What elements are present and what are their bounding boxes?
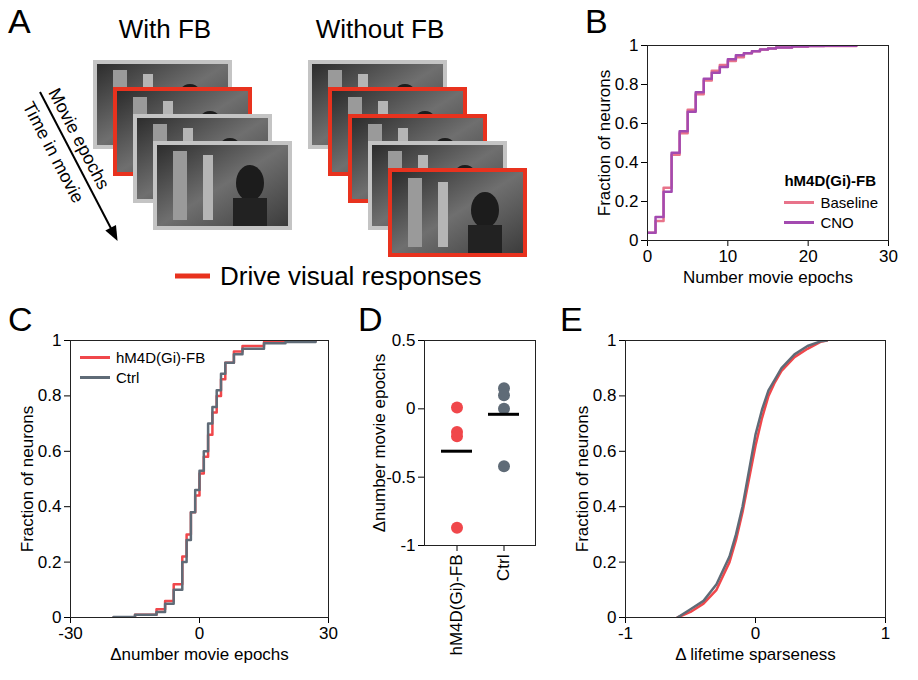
html-text:hM4D(Gi)-FB: hM4D(Gi)-FB xyxy=(784,172,877,189)
svg-text:30: 30 xyxy=(879,247,898,266)
svg-text:1: 1 xyxy=(881,624,890,643)
svg-text:0.8: 0.8 xyxy=(593,386,617,405)
svg-text:0.6: 0.6 xyxy=(593,442,617,461)
svg-text:0.2: 0.2 xyxy=(38,553,62,572)
svg-text:-0.5: -0.5 xyxy=(386,468,415,487)
svg-text:0.4: 0.4 xyxy=(38,497,62,516)
html-text:CNO: CNO xyxy=(820,213,854,231)
svg-text:Number movie epochs: Number movie epochs xyxy=(683,268,853,287)
svg-text:Δnumber movie epochs: Δnumber movie epochs xyxy=(370,354,389,533)
html-text:A: A xyxy=(8,2,31,40)
html-text:B: B xyxy=(585,2,608,40)
svg-text:0: 0 xyxy=(629,231,638,250)
svg-text:10: 10 xyxy=(718,247,737,266)
svg-text:1: 1 xyxy=(607,331,616,350)
svg-text:0: 0 xyxy=(643,247,652,266)
svg-text:0.4: 0.4 xyxy=(593,497,617,516)
html-text:Baseline: Baseline xyxy=(820,193,878,211)
svg-text:Movie epochs: Movie epochs xyxy=(44,84,114,193)
svg-text:Time in movie: Time in movie xyxy=(19,98,88,206)
html-text:hM4D(Gi)-FB: hM4D(Gi)-FB xyxy=(116,348,206,366)
svg-text:0.8: 0.8 xyxy=(615,75,639,94)
svg-text:0.6: 0.6 xyxy=(38,442,62,461)
svg-text:0: 0 xyxy=(195,624,204,643)
svg-text:Fraction of neurons: Fraction of neurons xyxy=(595,70,614,216)
svg-text:Without FB: Without FB xyxy=(316,14,445,44)
svg-text:0.2: 0.2 xyxy=(615,192,639,211)
svg-text:0: 0 xyxy=(751,624,760,643)
svg-text:0.2: 0.2 xyxy=(593,553,617,572)
svg-text:Δnumber movie epochs: Δnumber movie epochs xyxy=(110,645,289,664)
svg-text:0: 0 xyxy=(406,399,415,418)
svg-text:Δ lifetime sparseness: Δ lifetime sparseness xyxy=(675,645,836,664)
svg-text:hM4D(Gi)-FB: hM4D(Gi)-FB xyxy=(447,555,466,656)
svg-text:-1: -1 xyxy=(400,536,415,555)
html-text:E: E xyxy=(560,300,583,338)
svg-text:20: 20 xyxy=(799,247,818,266)
html-text:D: D xyxy=(358,300,383,338)
svg-text:-1: -1 xyxy=(618,624,633,643)
svg-text:With FB: With FB xyxy=(119,14,211,44)
svg-text:0.4: 0.4 xyxy=(615,153,639,172)
svg-text:Drive visual responses: Drive visual responses xyxy=(220,261,482,291)
svg-text:1: 1 xyxy=(629,36,638,55)
svg-text:1: 1 xyxy=(52,331,61,350)
svg-text:0: 0 xyxy=(52,607,62,627)
svg-text:0.6: 0.6 xyxy=(615,114,639,133)
svg-text:Fraction of neurons: Fraction of neurons xyxy=(18,406,37,552)
svg-text:-30: -30 xyxy=(58,624,83,643)
svg-text:Fraction of neurons: Fraction of neurons xyxy=(573,406,592,552)
svg-text:0.8: 0.8 xyxy=(38,386,62,405)
html-text:Ctrl: Ctrl xyxy=(116,368,140,386)
svg-text:0: 0 xyxy=(607,608,616,627)
svg-text:0.5: 0.5 xyxy=(392,331,416,350)
svg-text:Ctrl: Ctrl xyxy=(494,555,513,581)
html-text:C: C xyxy=(8,300,33,338)
svg-text:30: 30 xyxy=(319,624,338,643)
